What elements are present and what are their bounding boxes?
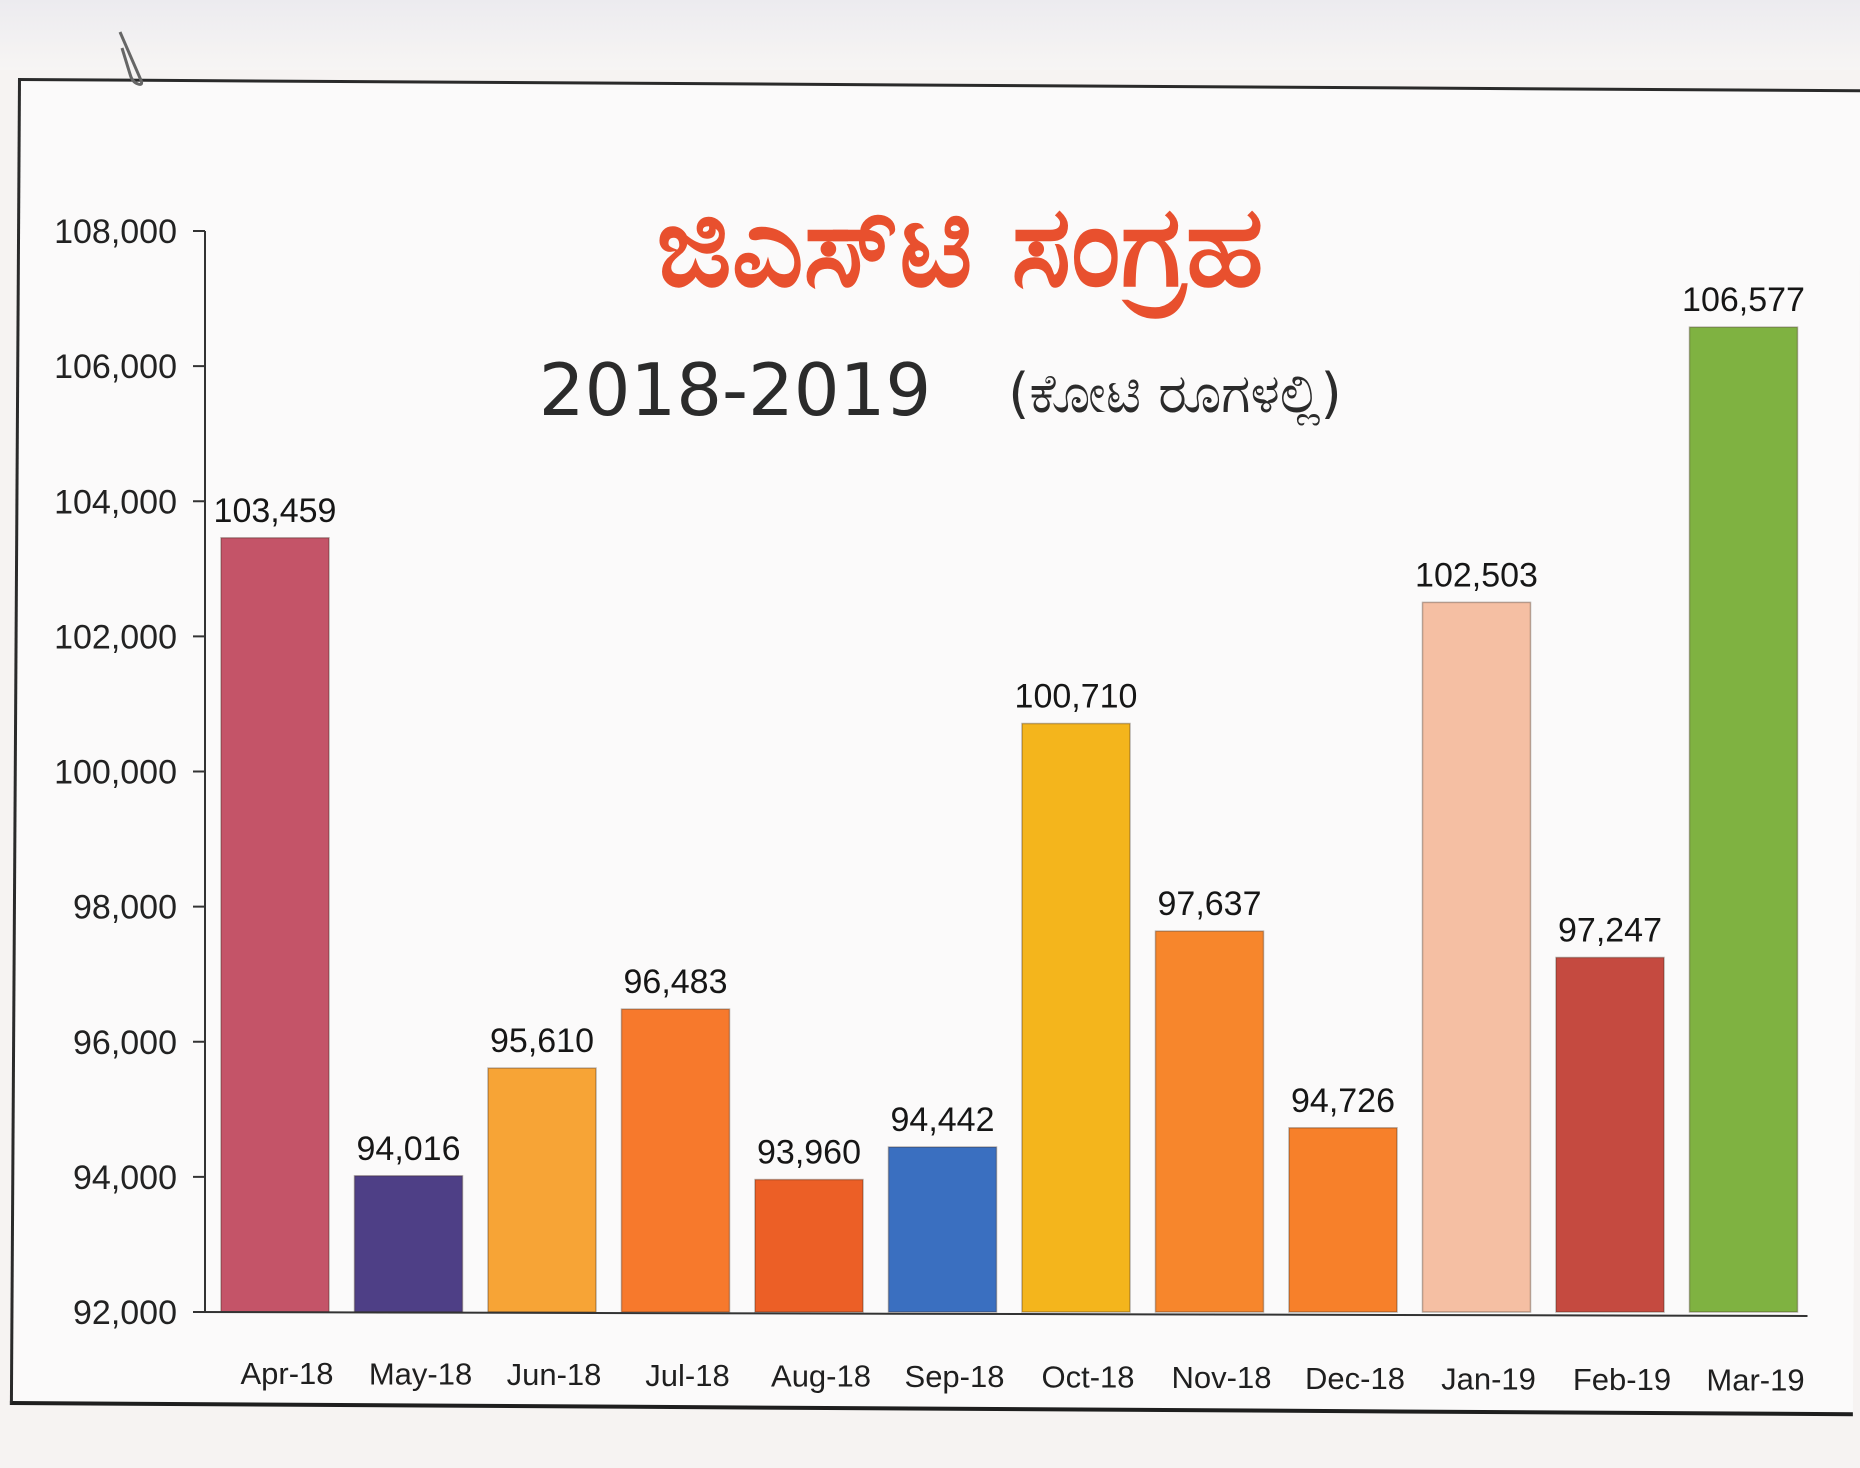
data-label: 106,577: [1682, 281, 1805, 319]
bar-jul-18: [620, 1008, 731, 1313]
bar-jun-18: [487, 1067, 597, 1313]
y-tick-label: 106,000: [54, 348, 177, 386]
bar-jan-19: [1421, 601, 1532, 1313]
x-tick-label: May-18: [369, 1357, 472, 1392]
x-tick-label: Jan-19: [1441, 1361, 1536, 1396]
chart-subtitle-unit: (ಕೋಟಿ ರೂಗಳಲ್ಲಿ): [1008, 362, 1341, 426]
x-tick-label: Jul-18: [645, 1358, 729, 1393]
x-tick-label: Apr-18: [240, 1356, 333, 1391]
x-tick-label: Jun-18: [507, 1357, 602, 1392]
data-label: 103,459: [214, 492, 337, 530]
bar-oct-18: [1021, 722, 1131, 1313]
y-tick-label: 92,000: [73, 1294, 177, 1332]
bars-group: 103,459 94,016 95,610 96,483 93,960 94,442 100…: [214, 281, 1805, 1313]
bar-sep-18: [887, 1146, 998, 1313]
bar-apr-18: [220, 537, 330, 1313]
bar-may-18: [353, 1175, 464, 1313]
data-label: 94,726: [1291, 1082, 1395, 1120]
bar-feb-19: [1555, 956, 1665, 1313]
y-tick-label: 94,000: [73, 1159, 177, 1197]
bar-nov-18: [1154, 930, 1265, 1313]
y-tick-label: 100,000: [54, 754, 177, 792]
y-tick-label: 102,000: [54, 618, 177, 656]
x-tick-label: Oct-18: [1041, 1360, 1134, 1395]
y-tick-label: 104,000: [54, 483, 177, 521]
y-tick-label: 98,000: [73, 889, 177, 927]
chart-subtitle-year: 2018-2019: [539, 348, 931, 432]
data-label: 93,960: [757, 1134, 861, 1172]
data-label: 95,610: [490, 1022, 594, 1060]
data-label: 97,247: [1558, 911, 1662, 949]
y-tick-label: 96,000: [73, 1024, 177, 1062]
data-label: 94,442: [891, 1101, 995, 1139]
paper-clip-icon: [118, 31, 144, 86]
bar-mar-19: [1688, 326, 1799, 1313]
x-tick-label: Sep-18: [905, 1359, 1005, 1394]
data-label: 94,016: [357, 1130, 461, 1168]
x-tick-label: Mar-19: [1706, 1363, 1804, 1398]
data-label: 102,503: [1415, 556, 1538, 594]
chart-title: ಜಿಎಸ್‌ಟಿ ಸಂಗ್ರಹ: [656, 182, 1263, 319]
y-axis: 92,000 94,000 96,000 98,000 100,000 102,000 10…: [54, 213, 206, 1332]
x-axis-line: [192, 1311, 1808, 1317]
y-tick-label: 108,000: [54, 213, 177, 251]
data-label: 96,483: [624, 963, 728, 1001]
paper-background: [0, 0, 1860, 70]
bar-aug-18: [754, 1178, 864, 1313]
bar-dec-18: [1288, 1127, 1398, 1313]
x-tick-label: Nov-18: [1172, 1360, 1272, 1395]
data-label: 97,637: [1158, 885, 1262, 923]
data-label: 100,710: [1015, 678, 1138, 716]
x-axis: Apr-18 May-18 Jun-18 Jul-18 Aug-18 Sep-18 Oct-…: [192, 1311, 1808, 1398]
x-tick-label: Dec-18: [1305, 1361, 1405, 1396]
x-tick-label: Feb-19: [1573, 1362, 1671, 1397]
x-tick-label: Aug-18: [771, 1358, 871, 1393]
